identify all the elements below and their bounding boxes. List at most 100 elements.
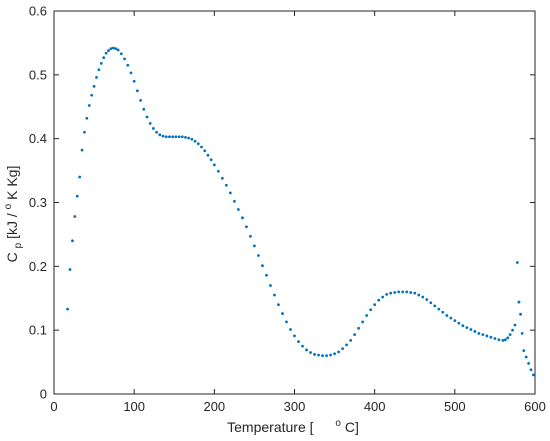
- data-point: [177, 135, 181, 139]
- data-point: [433, 304, 437, 308]
- data-point: [329, 353, 332, 357]
- data-point: [297, 340, 300, 344]
- data-point: [245, 225, 248, 229]
- data-point: [497, 338, 501, 342]
- data-point: [190, 137, 194, 141]
- tick-marks: [53, 10, 536, 395]
- data-point: [269, 284, 272, 287]
- y-tick-label: 0.1: [29, 323, 47, 338]
- data-point: [249, 234, 252, 238]
- data-point: [417, 293, 421, 297]
- data-point: [529, 368, 533, 372]
- data-point: [90, 93, 94, 97]
- data-point: [369, 308, 373, 312]
- data-point: [73, 215, 77, 218]
- data-point: [381, 295, 385, 299]
- data-point: [158, 133, 162, 137]
- data-point: [85, 116, 89, 120]
- data-point: [193, 139, 197, 143]
- data-point: [164, 135, 168, 139]
- data-point: [373, 303, 377, 307]
- x-axis-label-suffix: C]: [345, 419, 359, 435]
- data-point: [437, 307, 441, 311]
- data-point: [145, 115, 149, 119]
- y-tick-label: 0.6: [29, 4, 47, 19]
- data-point: [228, 191, 232, 195]
- data-point: [353, 333, 357, 337]
- data-point: [196, 142, 200, 146]
- data-point: [116, 48, 120, 52]
- data-point: [520, 331, 524, 335]
- data-point: [473, 330, 477, 333]
- data-point: [508, 333, 512, 337]
- y-tick-label: 0.2: [29, 259, 47, 274]
- y-axis-label-degree: o: [3, 203, 14, 209]
- x-tick-label: 300: [284, 399, 306, 414]
- data-point: [142, 107, 146, 111]
- data-point: [277, 303, 280, 307]
- data-point: [236, 208, 240, 211]
- data-point: [139, 98, 142, 102]
- data-point: [99, 61, 103, 65]
- data-point: [148, 121, 152, 125]
- data-point: [501, 338, 505, 342]
- data-point: [285, 320, 288, 324]
- data-point: [429, 301, 433, 305]
- data-point: [135, 89, 139, 93]
- y-axis-label-tail: K Kg]: [4, 166, 20, 200]
- data-point: [123, 57, 126, 61]
- data-point: [513, 323, 517, 327]
- data-point: [389, 291, 393, 295]
- x-tick-label: 400: [364, 399, 386, 414]
- data-point: [289, 328, 292, 331]
- data-point: [377, 298, 381, 302]
- data-point: [200, 145, 203, 149]
- data-point: [305, 348, 308, 352]
- data-point: [401, 290, 405, 294]
- data-point: [515, 261, 519, 264]
- data-point: [397, 290, 401, 294]
- y-tick-label: 0.4: [29, 131, 47, 146]
- data-point: [481, 333, 485, 337]
- data-point: [453, 319, 457, 322]
- data-point: [168, 135, 171, 139]
- data-point: [345, 343, 349, 347]
- data-point: [261, 264, 264, 268]
- data-point: [78, 175, 82, 179]
- data-point: [187, 136, 191, 140]
- data-point: [95, 75, 98, 79]
- data-point: [80, 148, 84, 152]
- data-point: [257, 254, 260, 257]
- x-tick-labels: 0 100 200 300 400 500 600: [50, 399, 545, 414]
- data-point: [180, 135, 184, 139]
- data-point: [273, 293, 276, 297]
- data-point: [465, 326, 469, 330]
- data-markers: [66, 46, 535, 377]
- data-point: [301, 344, 304, 348]
- data-point: [253, 244, 256, 248]
- data-point: [393, 291, 397, 294]
- data-point: [489, 335, 493, 339]
- data-point: [511, 328, 514, 332]
- data-point: [309, 351, 312, 354]
- data-point: [155, 130, 159, 134]
- data-point: [232, 199, 236, 203]
- data-point: [224, 183, 228, 187]
- x-tick-label: 600: [524, 399, 546, 414]
- data-point: [240, 216, 244, 220]
- data-point: [333, 352, 336, 356]
- data-point: [71, 239, 74, 243]
- data-point: [293, 334, 296, 338]
- data-point: [409, 291, 413, 294]
- y-axis-label-subscript: p: [13, 242, 24, 248]
- data-point: [104, 51, 108, 55]
- data-point: [102, 56, 106, 59]
- data-point: [92, 84, 96, 88]
- data-point: [265, 273, 268, 277]
- x-axis-label-degree: o: [335, 418, 341, 429]
- data-point: [485, 334, 489, 338]
- data-point: [493, 337, 497, 340]
- data-point: [171, 135, 175, 139]
- data-point: [174, 135, 178, 139]
- data-point: [132, 79, 136, 83]
